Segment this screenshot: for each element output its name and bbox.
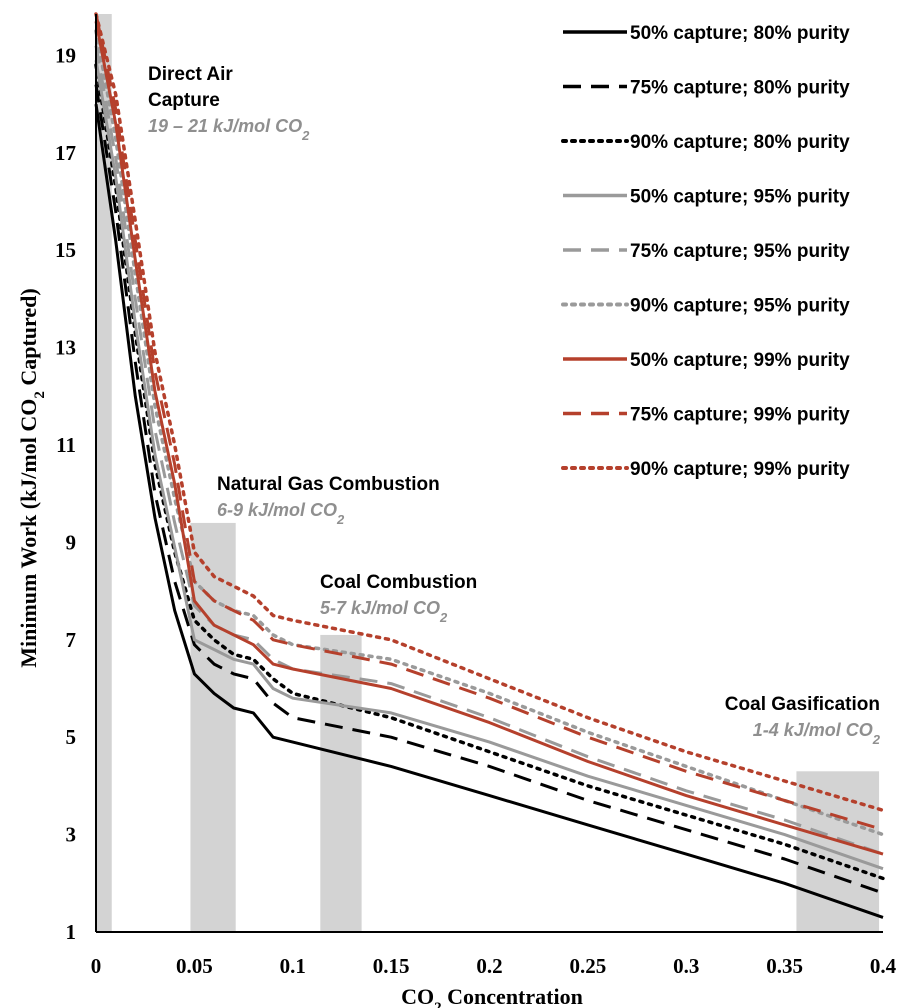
legend: 50% capture; 80% purity 75% capture; 80% … (561, 23, 850, 480)
y-tick-label: 11 (56, 433, 76, 457)
region-name-label: Coal Gasification (725, 694, 880, 715)
y-axis-label: Minimum Work (kJ/mol CO2 Captured) (16, 288, 48, 668)
x-axis-label: CO2 Concentration (401, 984, 583, 1008)
series-line-4 (94, 45, 884, 856)
y-tick-label: 1 (66, 920, 77, 944)
region-range-label: 6-9 kJ/mol CO2 (217, 500, 345, 527)
series-line-6 (94, 21, 884, 856)
legend-label-1: 75% capture; 80% purity (630, 78, 850, 99)
y-tick-label: 13 (55, 336, 76, 360)
region-range-label: 19 – 21 kJ/mol CO2 (148, 116, 310, 143)
series-line-7 (94, 13, 884, 832)
region-name-label: Coal Combustion (320, 572, 477, 593)
region-band-0 (96, 14, 112, 932)
series-line-8 (94, 12, 885, 813)
legend-label-8: 90% capture; 99% purity (630, 459, 850, 480)
y-tick-label: 3 (66, 823, 77, 847)
x-tick-label: 0.2 (476, 954, 502, 978)
x-tick-label: 0.15 (373, 954, 410, 978)
series-lines (94, 12, 885, 919)
y-tick-label: 19 (55, 43, 76, 67)
x-tick-label: 0 (91, 954, 102, 978)
x-tick-label: 0.1 (280, 954, 306, 978)
legend-label-2: 90% capture; 80% purity (630, 132, 850, 153)
y-tick-label: 17 (55, 141, 76, 165)
region-name-label: Direct Air (148, 64, 233, 85)
series-line-3 (94, 60, 884, 871)
x-tick-label: 0.3 (673, 954, 699, 978)
legend-label-7: 75% capture; 99% purity (630, 405, 850, 426)
series-line-5 (94, 29, 885, 837)
region-band-1 (190, 522, 236, 932)
x-tick-label: 0.05 (176, 954, 213, 978)
y-tick-label: 5 (66, 725, 77, 749)
y-tick-label: 7 (66, 628, 77, 652)
legend-label-4: 75% capture; 95% purity (630, 241, 850, 262)
region-labels: Direct Air Capture 19 – 21 kJ/mol CO2 Natur… (148, 64, 881, 747)
region-range-label: 1-4 kJ/mol CO2 (753, 720, 881, 747)
x-tick-label: 0.25 (570, 954, 607, 978)
x-tick-label: 0.35 (766, 954, 803, 978)
y-tick-label: 15 (55, 238, 76, 262)
legend-label-6: 50% capture; 99% purity (630, 350, 850, 371)
region-name-label-line2: Capture (148, 90, 220, 111)
tick-labels: 0 0.05 0.1 0.15 0.2 0.25 0.3 0.35 0.413579111315… (55, 43, 897, 978)
legend-label-5: 90% capture; 95% purity (630, 296, 850, 317)
legend-label-0: 50% capture; 80% purity (630, 23, 850, 44)
region-band-2 (320, 634, 362, 932)
y-tick-label: 9 (66, 530, 77, 554)
legend-label-3: 50% capture; 95% purity (630, 187, 850, 208)
x-tick-label: 0.4 (870, 954, 897, 978)
series-line-1 (94, 84, 884, 895)
region-name-label: Natural Gas Combustion (217, 474, 440, 495)
axes (95, 14, 883, 933)
series-line-0 (94, 103, 884, 919)
region-range-label: 5-7 kJ/mol CO2 (320, 598, 448, 625)
capture-region-bands (96, 14, 880, 932)
